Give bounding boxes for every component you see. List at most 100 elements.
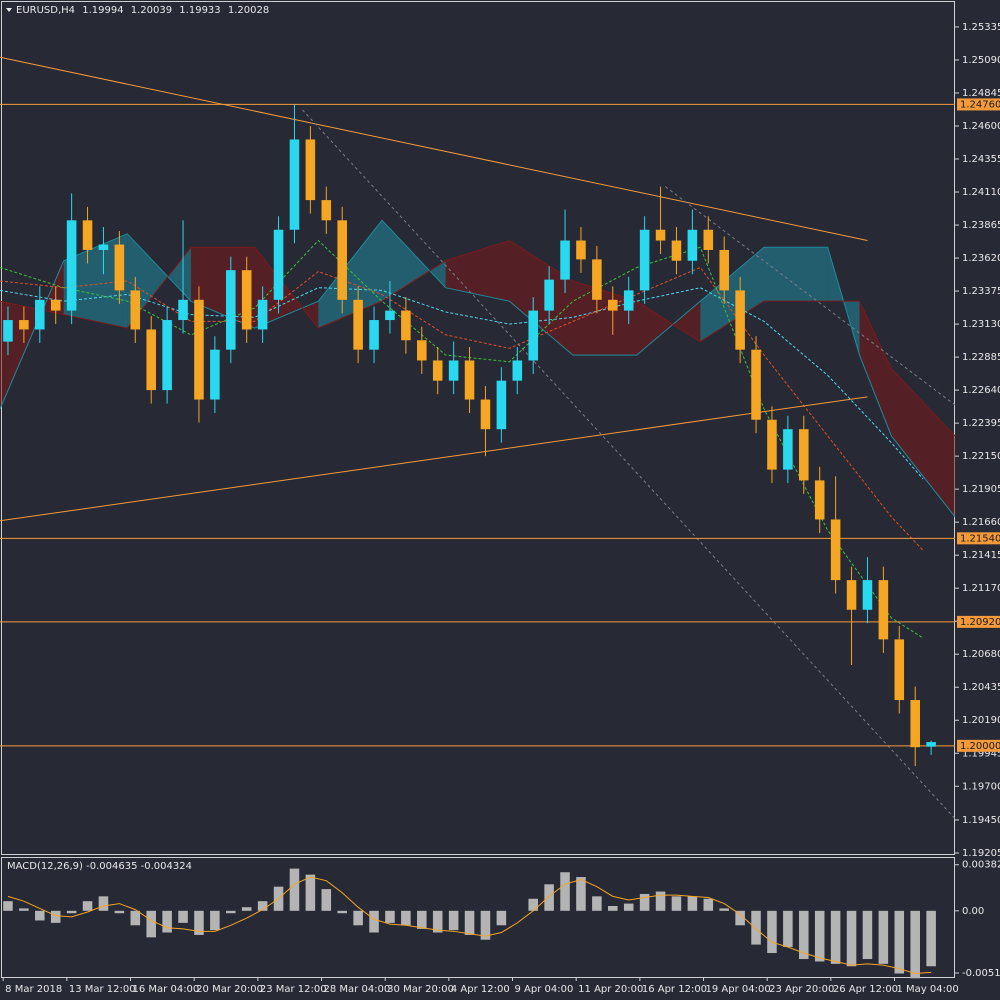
macd-bar: [703, 898, 714, 911]
macd-bar: [592, 896, 602, 911]
macd-bar: [19, 908, 29, 911]
candle-body: [385, 310, 395, 321]
macd-bar: [671, 896, 682, 911]
x-tick-label: 28 Mar 04:00: [324, 984, 391, 995]
macd-bar: [3, 901, 13, 911]
y-tick-label: 1.22640: [962, 385, 1000, 396]
macd-bar: [369, 910, 379, 933]
candle-body: [289, 139, 300, 230]
x-tick-label: 19 Apr 04:00: [706, 984, 771, 995]
ohlc-open: 1.19994: [82, 5, 123, 16]
cloud-fill: [859, 301, 892, 436]
candle-body: [369, 320, 379, 350]
candle-body: [66, 220, 77, 311]
macd-bar: [783, 910, 793, 947]
cloud-edge: [0, 219, 956, 518]
candle-body: [639, 229, 650, 291]
candle-body: [353, 299, 363, 350]
header: EURUSD,H4 1.19994 1.20039 1.19933 1.2002…: [16, 5, 269, 16]
candle-body: [146, 329, 156, 391]
level-tag: [957, 98, 1000, 111]
candle-body: [98, 244, 109, 250]
x-tick-label: 23 Apr 20:00: [769, 984, 834, 995]
x-tick-label: 26 Apr 12:00: [833, 984, 898, 995]
macd-bar: [432, 910, 443, 933]
candle-body: [496, 380, 507, 430]
candle-body: [894, 639, 905, 701]
y-tick-label: 1.24110: [962, 187, 1000, 198]
trendline: [665, 186, 956, 406]
candle-body: [194, 299, 204, 400]
x-tick-label: 23 Mar 12:00: [260, 984, 327, 995]
moving-average: [0, 287, 924, 480]
candle-body: [735, 290, 745, 350]
candle-body: [528, 310, 538, 361]
y-tick-label: -0.005156: [962, 968, 1000, 979]
cloud-fill: [382, 220, 446, 302]
macd-bar: [496, 910, 507, 926]
macd-bar: [337, 910, 347, 914]
candle-body: [35, 299, 45, 330]
candle-body: [226, 270, 236, 350]
candle-body: [719, 249, 729, 291]
cloud-fill: [764, 247, 828, 302]
cloud-fill: [891, 368, 955, 517]
candle-body: [321, 200, 332, 221]
macd-bar: [480, 910, 491, 940]
macd-bar: [448, 910, 459, 931]
ohlc-high: 1.20039: [131, 5, 172, 16]
candle-body: [273, 229, 284, 300]
candle-body: [655, 229, 666, 241]
macd-bar: [98, 896, 109, 911]
macd-bar: [305, 874, 316, 911]
symbol: EURUSD,H4: [16, 5, 75, 16]
macd-bar: [321, 889, 332, 911]
candle-body: [19, 320, 29, 330]
x-tick-label: 8 Mar 2018: [5, 984, 62, 995]
macd-bar: [719, 908, 729, 911]
macd-bar: [401, 910, 411, 926]
cloud-fill: [445, 240, 510, 302]
macd-bar: [576, 877, 586, 911]
candle-body: [799, 429, 809, 481]
candle-body: [592, 259, 602, 300]
candle-body: [241, 270, 252, 330]
y-tick-label: 0.003821: [962, 860, 1000, 871]
macd-bar: [66, 910, 77, 914]
macd-bar: [814, 910, 825, 962]
macd-bar: [210, 910, 220, 931]
macd-bar: [639, 893, 650, 911]
macd-bar: [528, 898, 538, 911]
candle-body: [178, 299, 188, 321]
macd-bar: [353, 910, 363, 926]
x-tick-label: 4 Apr 12:00: [451, 984, 510, 995]
candle-body: [417, 340, 427, 361]
candle-body: [623, 290, 634, 311]
ohlc-close: 1.20028: [228, 5, 269, 16]
y-tick-label: 1.19205: [962, 848, 1000, 859]
macd-bar: [910, 910, 920, 979]
candle-body: [544, 279, 554, 311]
candle-body: [464, 360, 475, 400]
menu-triangle[interactable]: [6, 8, 12, 12]
y-tick-label: 1.23865: [962, 220, 1000, 231]
cloud-fill: [127, 233, 191, 329]
candle-body: [751, 349, 761, 420]
candle-body: [114, 244, 125, 291]
x-tick-label: 20 Mar 20:00: [196, 984, 263, 995]
candle-body: [448, 360, 459, 381]
y-tick-label: 1.20190: [962, 715, 1000, 726]
macd-signal: [7, 876, 932, 975]
candle-body: [337, 220, 347, 300]
candle-body: [50, 299, 61, 311]
candle-body: [783, 429, 793, 470]
macd-bar: [194, 910, 204, 935]
y-tick-label: 1.20680: [962, 649, 1000, 660]
y-tick-label: 1.21905: [962, 484, 1000, 495]
candle-body: [560, 240, 570, 280]
y-tick-label: 1.19450: [962, 815, 1000, 826]
macd-title: MACD(12,26,9) -0.004635 -0.004324: [7, 861, 192, 872]
candle-body: [305, 139, 316, 201]
